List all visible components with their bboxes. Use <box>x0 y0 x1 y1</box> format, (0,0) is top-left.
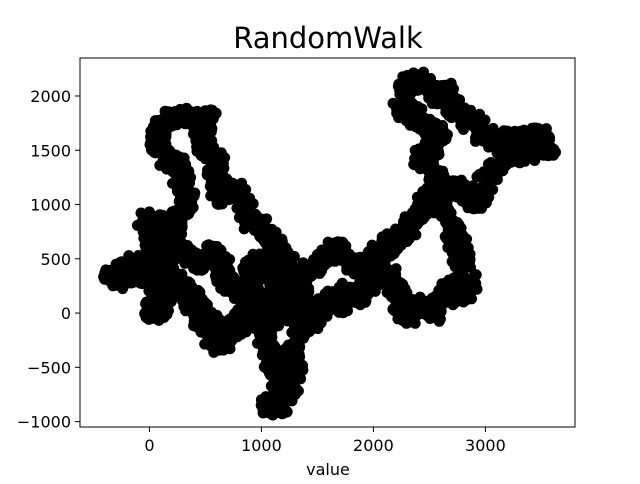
data-point-1607 <box>169 239 181 251</box>
data-point-3170 <box>416 103 428 115</box>
ticks-layer: 0 1000 2000 3000 −1000 −500 0 500 1000 1500 2000 <box>17 87 506 455</box>
data-point-4211 <box>98 271 110 283</box>
data-point-260 <box>148 223 160 234</box>
data-point-3871 <box>242 308 254 320</box>
data-point-902 <box>287 337 299 349</box>
data-point-3434 <box>402 229 414 240</box>
x-tick-label-0: 0 <box>144 436 154 455</box>
data-point-2441 <box>440 232 452 244</box>
data-point-3711 <box>287 277 299 289</box>
data-point-3406 <box>416 210 428 222</box>
data-point-3143 <box>387 97 399 109</box>
x-tick-label-3: 3000 <box>465 436 506 455</box>
data-point-2437 <box>455 232 467 244</box>
data-point-3597 <box>337 238 349 250</box>
data-point-706 <box>265 358 277 370</box>
data-point-2367 <box>458 287 470 299</box>
y-tick-label-0: −1000 <box>17 413 71 432</box>
y-tick-label-4: 1000 <box>30 196 71 215</box>
data-point-3946 <box>199 338 211 350</box>
y-tick-label-1: −500 <box>27 358 71 377</box>
x-tick-label-1: 1000 <box>241 436 282 455</box>
data-point-4210 <box>105 271 117 283</box>
y-tick-label-5: 1500 <box>30 141 71 160</box>
data-point-2973 <box>460 114 472 126</box>
data-point-2488 <box>441 201 453 213</box>
data-point-1511 <box>185 172 197 183</box>
data-point-1471 <box>157 147 169 159</box>
data-point-2608 <box>475 185 487 197</box>
data-point-2085 <box>357 277 369 289</box>
data-point-1921 <box>301 323 313 335</box>
data-point-2372 <box>470 269 482 281</box>
data-point-2937 <box>474 108 486 120</box>
data-point-3359 <box>431 186 443 198</box>
data-point-2593 <box>467 180 479 192</box>
data-point-2012 <box>337 302 349 314</box>
data-point-1970 <box>315 301 327 313</box>
plot-frame <box>79 57 576 428</box>
marks-layer <box>98 66 561 421</box>
data-point-2011 <box>329 302 340 314</box>
y-tick-label-6: 2000 <box>30 87 71 106</box>
x-axis-label: value <box>306 460 350 479</box>
data-point-1223 <box>215 181 226 193</box>
y-tick-label-3: 500 <box>40 250 71 269</box>
data-point-2464 <box>447 214 459 226</box>
data-point-4085 <box>160 267 172 279</box>
x-tick-label-2: 2000 <box>353 436 394 455</box>
chart-title: RandomWalk <box>233 21 423 55</box>
data-point-4040 <box>179 286 191 298</box>
y-tick-label-2: 0 <box>61 304 71 323</box>
